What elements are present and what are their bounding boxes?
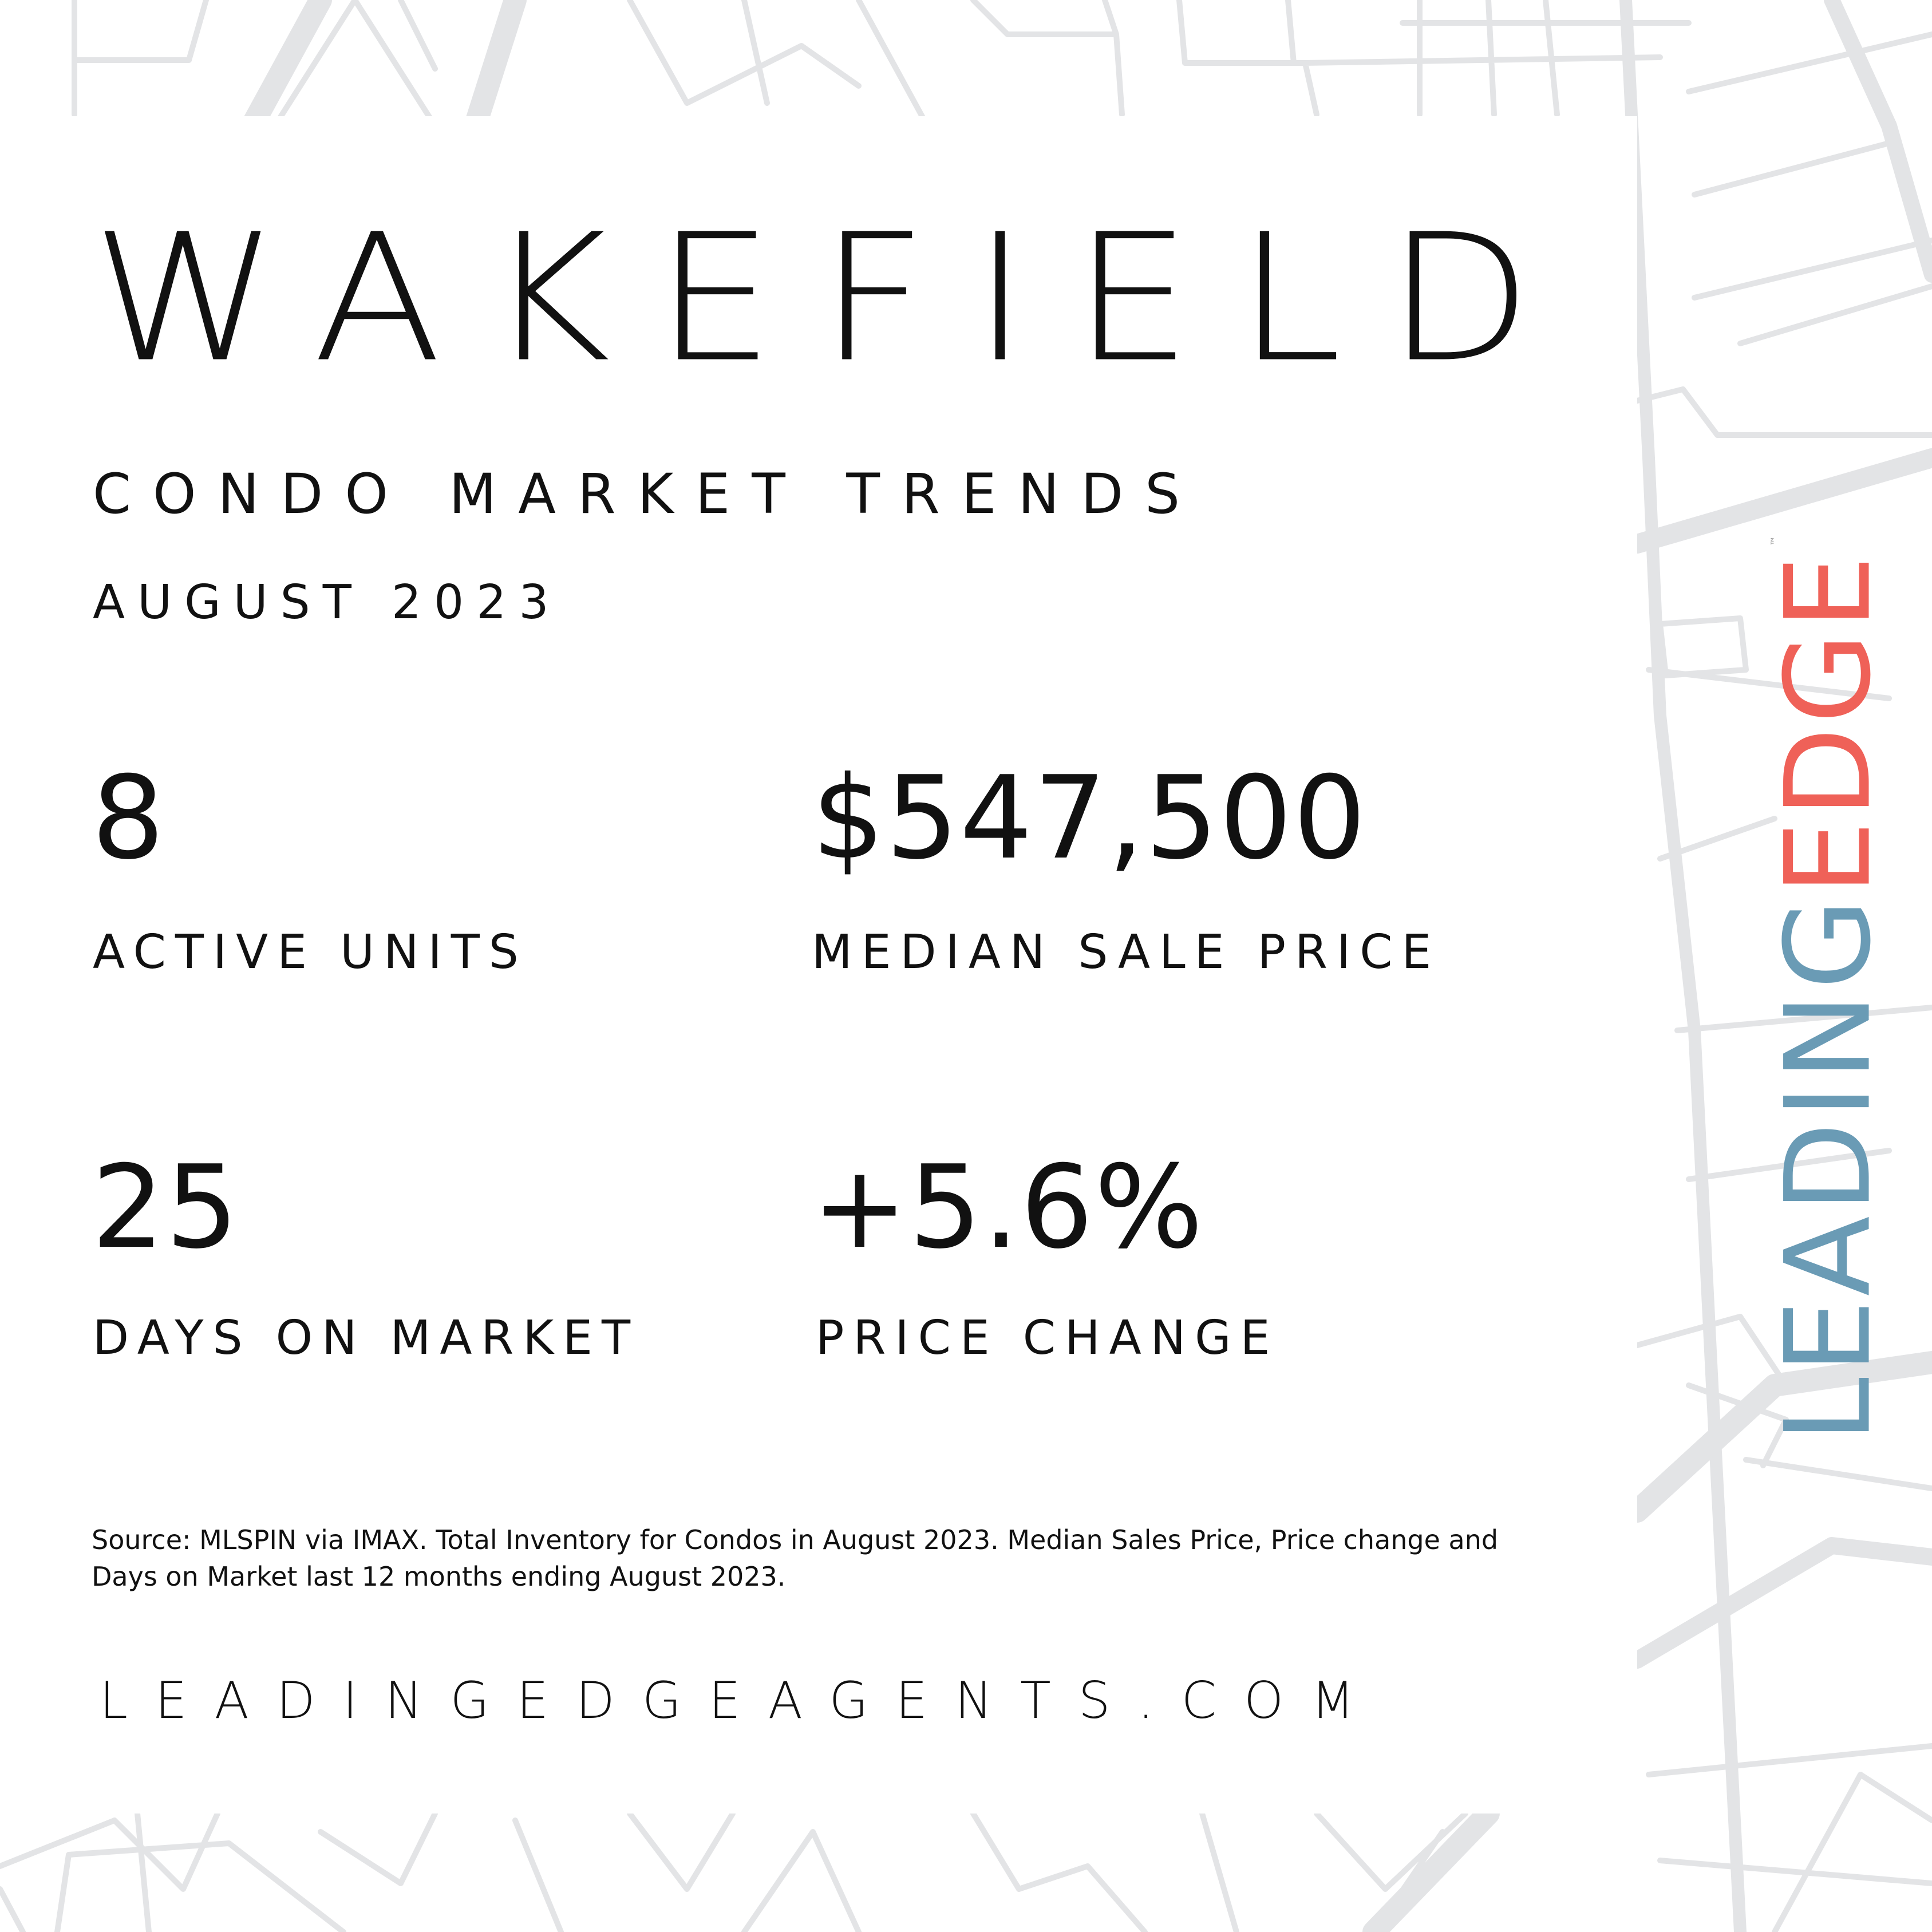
median-sale-price-value: $547,500 [812,752,1368,885]
days-on-market-value: 25 [92,1141,240,1274]
content-card [0,116,1637,1814]
median-sale-price-label: MEDIAN SALE PRICE [812,925,1441,979]
logo-edge-text: EDGE [1760,551,1897,895]
website-link[interactable]: LEADINGEDGEAGENTS.COM [100,1671,1382,1730]
active-units-label: ACTIVE UNITS [93,925,528,979]
source-note: Source: MLSPIN via IMAX. Total Inventory… [92,1524,1499,1592]
leading-edge-logo: LEADINGEDGE ™ [1761,532,1897,1443]
logo-leading-text: LEADING [1760,895,1897,1443]
trademark-mark: ™ [1769,532,1781,546]
city-title: WAKEFIELD [92,196,1577,401]
active-units-value: 8 [92,752,166,885]
report-date: AUGUST 2023 [93,575,562,630]
price-change-value: +5.6% [812,1141,1204,1274]
days-on-market-label: DAYS ON MARKET [93,1311,640,1365]
report-subtitle: CONDO MARKET TRENDS [93,462,1202,526]
price-change-label: PRICE CHANGE [816,1311,1279,1365]
